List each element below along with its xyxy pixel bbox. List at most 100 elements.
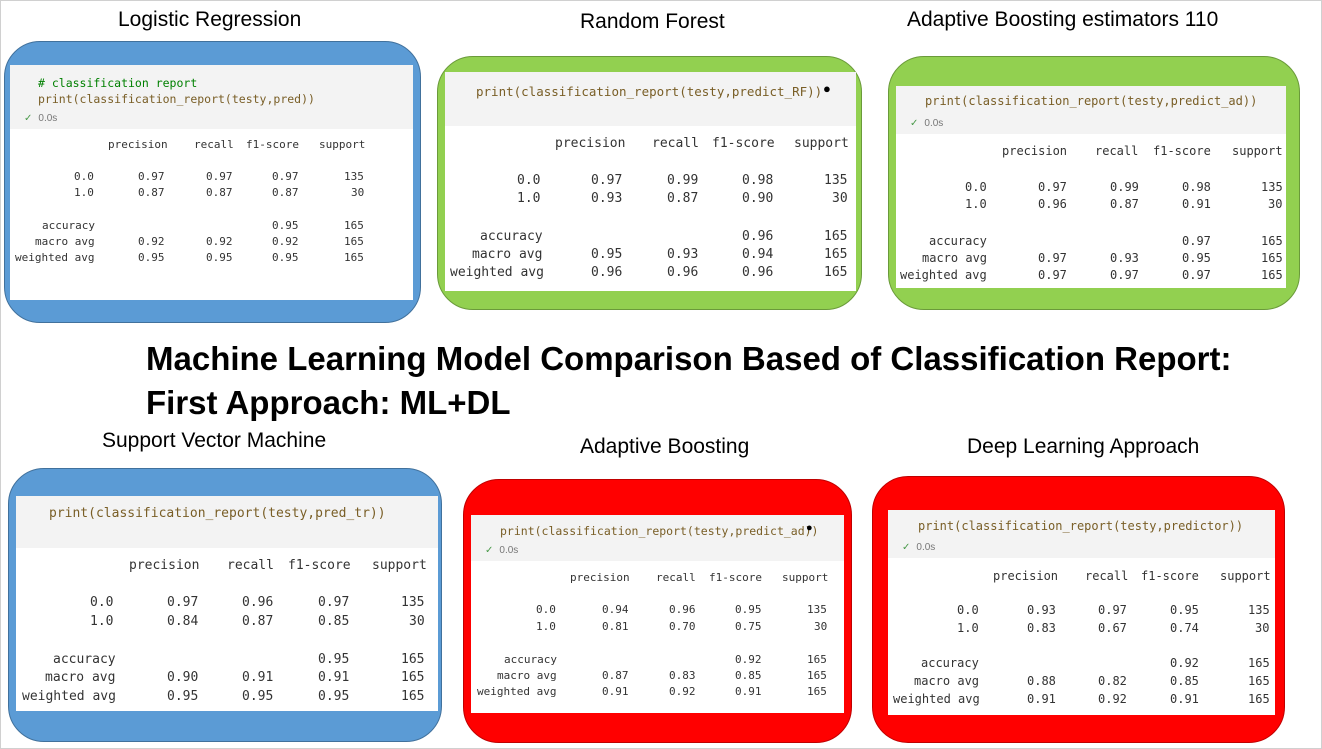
row-label: macro avg: [472, 247, 543, 262]
card-title-adaptive-boosting-110: Adaptive Boosting estimators 110: [907, 8, 1219, 31]
cell-value: 0.97: [1038, 251, 1067, 265]
cell-value: 0.97: [272, 170, 299, 183]
cell-value: 0.92: [206, 235, 233, 248]
cell-value: 0.83: [1027, 621, 1056, 635]
row-label: 1.0: [957, 621, 979, 635]
row-label: 1.0: [517, 191, 541, 206]
col-header: recall: [227, 558, 274, 573]
col-header: recall: [1085, 569, 1129, 583]
cell-value: 0.91: [242, 670, 274, 685]
cell-value: 0.87: [242, 614, 274, 629]
cell-value: 0.95: [1182, 251, 1211, 265]
code-area: [445, 72, 856, 126]
cell-value: 0.82: [1098, 674, 1127, 688]
cell-value: 30: [832, 191, 848, 206]
cell-value: 0.91: [602, 685, 629, 698]
cell-value: 0.95: [318, 689, 350, 704]
cell-value: 0.92: [669, 685, 696, 698]
cell-value: 165: [824, 265, 848, 280]
col-header: precision: [570, 571, 630, 584]
cell-value: 0.87: [138, 186, 165, 199]
cell-status: ✓ 0.0s: [485, 545, 519, 556]
col-header: recall: [1095, 144, 1139, 158]
cell-value: 165: [344, 219, 364, 232]
cell-value: 0.67: [1098, 621, 1127, 635]
col-header: recall: [656, 571, 696, 584]
cell-value: 0.97: [1038, 268, 1067, 282]
cell-value: 0.74: [1170, 621, 1199, 635]
notebook-cell-svm: print(classification_report(testy,pred_t…: [16, 496, 438, 711]
row-label: 1.0: [536, 620, 556, 633]
cell-value: 0.95: [206, 251, 233, 264]
code-area: [896, 86, 1286, 134]
cell-value: 165: [401, 670, 425, 685]
row-label: 1.0: [74, 186, 94, 199]
cell-value: 0.90: [742, 191, 774, 206]
cell-value: 135: [1248, 603, 1270, 617]
cell-value: 165: [824, 247, 848, 262]
cell-value: 165: [401, 689, 425, 704]
checkmark-icon: ✓: [24, 113, 33, 124]
cell-value: 165: [807, 653, 827, 666]
code-line: print(classification_report(testy,predic…: [925, 94, 1258, 108]
col-header: recall: [652, 136, 699, 151]
cell-value: 165: [807, 669, 827, 682]
col-header: support: [794, 136, 849, 151]
col-header: precision: [1002, 144, 1068, 158]
cell-value: 0.90: [167, 670, 199, 685]
cell-value: 165: [344, 251, 364, 264]
cell-value: 0.97: [1182, 268, 1211, 282]
code-line: print(classification_report(testy,pred)): [38, 92, 315, 106]
cell-value: 0.96: [742, 265, 774, 280]
cell-value: 0.87: [1110, 197, 1139, 211]
row-label: weighted avg: [450, 265, 544, 280]
cell-value: 0.97: [1038, 180, 1067, 194]
cell-value: 0.81: [602, 620, 629, 633]
col-header: f1-score: [288, 558, 351, 573]
notebook-cell-random-forest: print(classification_report(testy,predic…: [445, 72, 856, 291]
cell-status: ✓ 0.0s: [24, 113, 58, 124]
col-header: support: [782, 571, 829, 584]
checkmark-icon: ✓: [902, 542, 911, 553]
cell-value: 135: [401, 595, 425, 610]
cell-value: 0.87: [272, 186, 299, 199]
cell-value: 0.97: [167, 595, 199, 610]
row-label: 1.0: [965, 197, 987, 211]
col-header: f1-score: [246, 138, 299, 151]
notebook-cell-adaptive-boosting: print(classification_report(testy,predic…: [471, 515, 844, 713]
col-header: support: [1232, 144, 1283, 158]
cell-value: 0.97: [1098, 603, 1127, 617]
lightbulb-icon[interactable]: ●: [806, 522, 813, 534]
cell-value: 0.93: [1027, 603, 1056, 617]
lightbulb-icon[interactable]: ●: [823, 81, 831, 96]
cell-value: 0.92: [272, 235, 299, 248]
cell-value: 0.98: [742, 173, 774, 188]
cell-value: 165: [1261, 234, 1283, 248]
notebook-cell-logistic-regression: # classification report print(classifica…: [10, 65, 413, 300]
cell-value: 165: [1261, 251, 1283, 265]
cell-value: 165: [1248, 656, 1270, 670]
cell-value: 165: [1261, 268, 1283, 282]
row-label: 0.0: [517, 173, 541, 188]
col-header: support: [372, 558, 427, 573]
row-label: weighted avg: [15, 251, 95, 264]
code-area: [10, 65, 413, 129]
cell-value: 135: [807, 603, 827, 616]
cell-value: 0.92: [1170, 656, 1199, 670]
col-header: precision: [555, 136, 626, 151]
cell-value: 30: [1268, 197, 1283, 211]
cell-value: 0.87: [667, 191, 699, 206]
row-label: accuracy: [504, 653, 557, 666]
row-label: weighted avg: [893, 692, 980, 706]
cell-value: 0.85: [735, 669, 762, 682]
cell-value: 0.97: [1110, 268, 1139, 282]
row-label: 0.0: [90, 595, 114, 610]
col-header: precision: [129, 558, 200, 573]
cell-value: 165: [807, 685, 827, 698]
classification-report: precision recall f1-score support 0.0 0.…: [445, 128, 856, 288]
cell-value: 135: [1261, 180, 1283, 194]
col-header: f1-score: [1141, 569, 1199, 583]
col-header: f1-score: [709, 571, 762, 584]
cell-value: 0.91: [1027, 692, 1056, 706]
code-line: print(classification_report(testy,predic…: [476, 84, 823, 99]
